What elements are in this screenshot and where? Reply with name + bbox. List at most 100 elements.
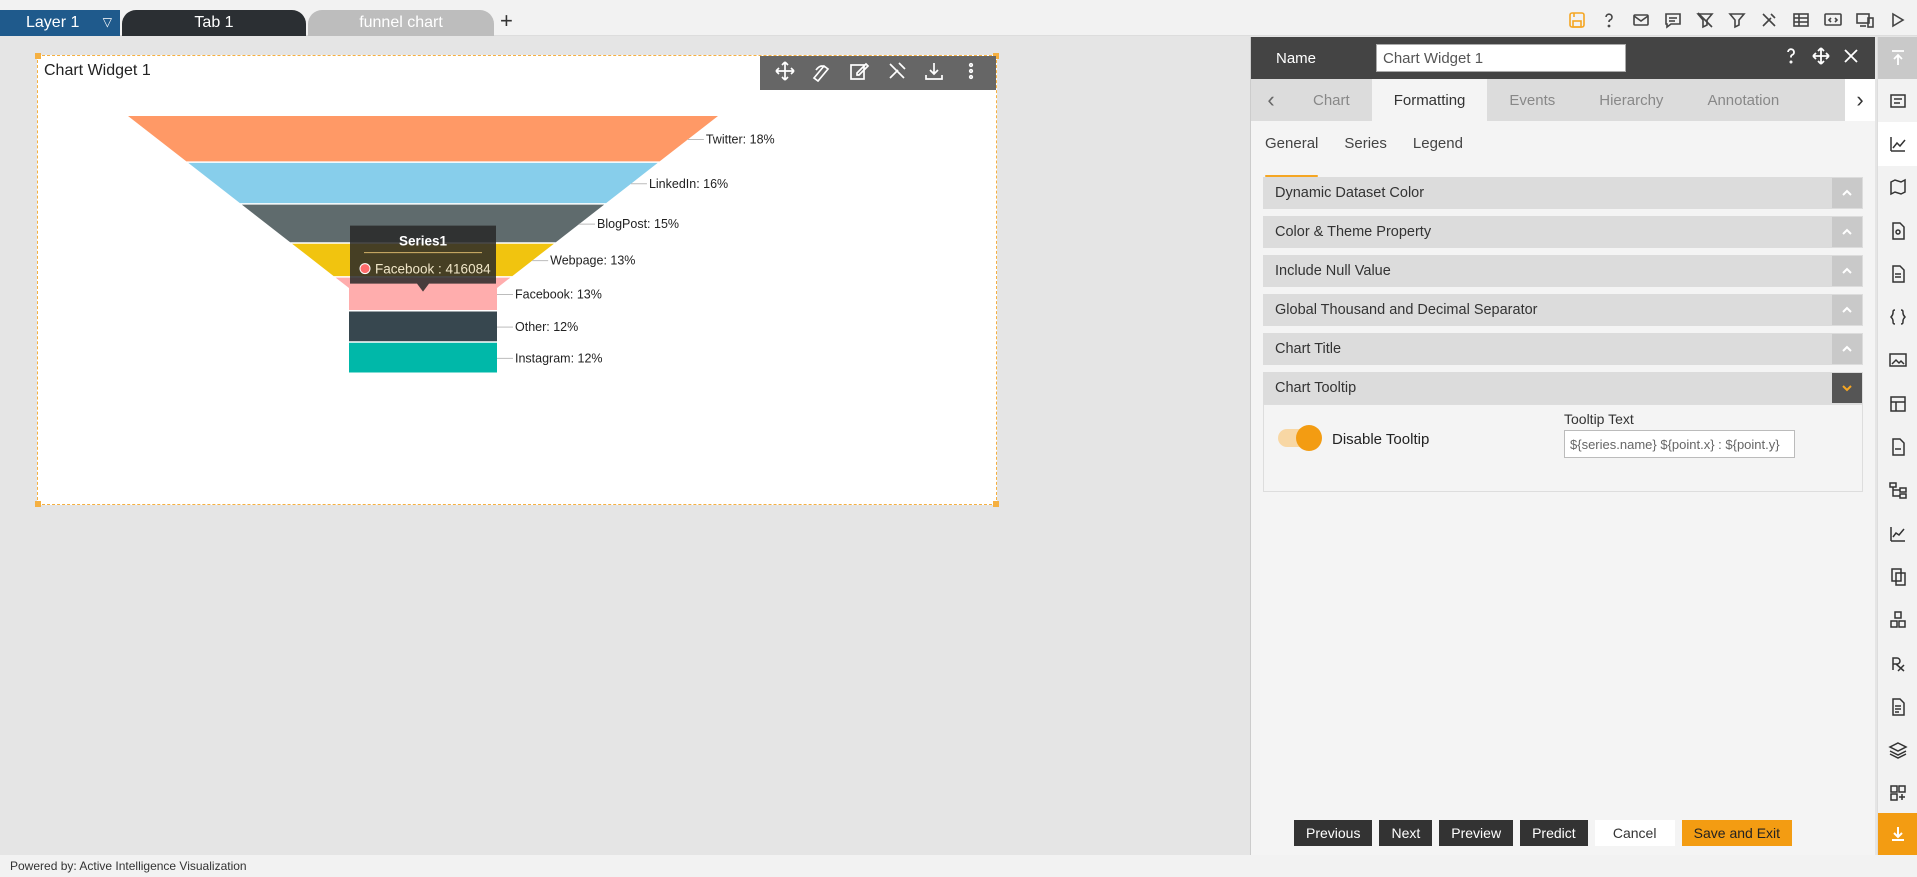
line-chart-icon[interactable]: [1878, 512, 1917, 555]
preview-button[interactable]: Preview: [1439, 820, 1514, 846]
chevron-down-icon[interactable]: [1832, 373, 1862, 403]
embed-icon[interactable]: [1821, 8, 1845, 32]
section-color-theme[interactable]: Color & Theme Property: [1263, 216, 1863, 248]
image-icon[interactable]: [1878, 339, 1917, 382]
copy-document-icon[interactable]: [1878, 555, 1917, 598]
map-icon[interactable]: [1878, 166, 1917, 209]
chevron-left-icon[interactable]: ‹: [1267, 87, 1275, 112]
tooltip-text-input[interactable]: ${series.name} ${point.x} : ${point.y}: [1564, 430, 1795, 458]
section-chart-tooltip[interactable]: Chart Tooltip: [1263, 372, 1863, 404]
toggle-label: Disable Tooltip: [1332, 431, 1430, 448]
collapse-top-icon[interactable]: [1878, 37, 1917, 79]
funnel-segment-twitter[interactable]: [128, 116, 718, 162]
funnel-segment-other[interactable]: [349, 311, 497, 342]
download-panel-icon[interactable]: [1878, 813, 1917, 855]
subtab-legend[interactable]: Legend: [1412, 135, 1463, 152]
layers-icon[interactable]: [1878, 728, 1917, 771]
help-icon[interactable]: [1597, 8, 1621, 32]
section-include-null[interactable]: Include Null Value: [1263, 255, 1863, 287]
help-icon[interactable]: [1781, 46, 1801, 71]
tooltip-marker: [359, 263, 371, 275]
data-label: Facebook: 13%: [515, 288, 602, 302]
widgets-icon[interactable]: [1878, 772, 1917, 815]
dashboard-canvas: Chart Widget 1 Twitter: 18% LinkedIn: 16%…: [0, 37, 1248, 853]
tab-1[interactable]: Tab 1: [122, 10, 306, 36]
hierarchy-icon[interactable]: [1878, 469, 1917, 512]
save-and-exit-button[interactable]: Save and Exit: [1681, 820, 1793, 846]
next-button[interactable]: Next: [1379, 820, 1433, 846]
section-chart-title[interactable]: Chart Title: [1263, 333, 1863, 365]
funnel-segment-blogpost[interactable]: [241, 204, 605, 243]
previous-button[interactable]: Previous: [1294, 820, 1373, 846]
chevron-up-icon[interactable]: [1832, 217, 1862, 247]
chevron-up-icon[interactable]: [1832, 334, 1862, 364]
document-icon[interactable]: [1878, 252, 1917, 295]
section-label: Chart Title: [1275, 341, 1342, 357]
chevron-down-icon[interactable]: ▽: [102, 15, 112, 29]
save-icon[interactable]: [1565, 8, 1589, 32]
section-dynamic-dataset-color[interactable]: Dynamic Dataset Color: [1263, 177, 1863, 209]
data-label: Other: 12%: [515, 320, 578, 334]
tab-annotation[interactable]: Annotation: [1707, 91, 1780, 109]
clear-filter-icon[interactable]: [1693, 8, 1717, 32]
funnel-segment-facebook[interactable]: [335, 277, 511, 310]
add-tab-button[interactable]: +: [500, 8, 513, 33]
filter-icon[interactable]: [1725, 8, 1749, 32]
layer-label: Layer 1: [26, 14, 80, 31]
resize-handle[interactable]: [993, 501, 999, 507]
section-label: Global Thousand and Decimal Separator: [1275, 302, 1538, 318]
chevron-right-icon[interactable]: ›: [1845, 79, 1875, 121]
chevron-up-icon[interactable]: [1832, 256, 1862, 286]
chart-settings-icon[interactable]: [1878, 122, 1917, 166]
move-icon[interactable]: [1811, 46, 1831, 71]
tab-funnel-chart[interactable]: funnel chart: [308, 10, 494, 36]
data-label: BlogPost: 15%: [597, 217, 679, 231]
tooltip-text-label: Tooltip Text: [1564, 411, 1634, 427]
tools-icon[interactable]: [1757, 8, 1781, 32]
pdf-icon[interactable]: [1878, 425, 1917, 468]
subtab-series[interactable]: Series: [1344, 135, 1387, 152]
panel-tabs: ‹ Chart Formatting Events Hierarchy Anno…: [1251, 79, 1875, 121]
disable-tooltip-toggle[interactable]: [1278, 425, 1322, 451]
tab-label: Tab 1: [194, 14, 234, 31]
draw-icon[interactable]: [811, 60, 833, 87]
chevron-up-icon[interactable]: [1832, 295, 1862, 325]
tab-chart[interactable]: Chart: [1313, 91, 1350, 109]
comment-icon[interactable]: [1661, 8, 1685, 32]
cancel-button[interactable]: Cancel: [1594, 820, 1675, 846]
subtab-general[interactable]: General: [1265, 135, 1319, 177]
document-settings-icon[interactable]: [1878, 209, 1917, 252]
properties-icon[interactable]: [1878, 79, 1917, 122]
resize-handle[interactable]: [35, 501, 41, 507]
funnel-segment-linkedin[interactable]: [188, 162, 658, 204]
tab-hierarchy[interactable]: Hierarchy: [1599, 91, 1664, 109]
chevron-up-icon[interactable]: [1832, 178, 1862, 208]
move-icon[interactable]: [774, 60, 796, 87]
table-icon[interactable]: [1789, 8, 1813, 32]
play-icon[interactable]: [1885, 8, 1909, 32]
devices-icon[interactable]: [1853, 8, 1877, 32]
resize-handle[interactable]: [35, 53, 41, 59]
more-icon[interactable]: [960, 60, 982, 87]
accordion: Dynamic Dataset Color Color & Theme Prop…: [1263, 177, 1863, 492]
code-braces-icon[interactable]: [1878, 295, 1917, 338]
download-icon[interactable]: [923, 60, 945, 87]
tab-formatting[interactable]: Formatting: [1371, 79, 1488, 121]
layer-selector[interactable]: Layer 1 ▽: [0, 10, 120, 36]
close-icon[interactable]: [1841, 46, 1861, 71]
edit-icon[interactable]: [848, 60, 870, 87]
tools-icon[interactable]: [886, 60, 908, 87]
tab-events[interactable]: Events: [1509, 91, 1556, 109]
resize-handle[interactable]: [993, 53, 999, 59]
mail-icon[interactable]: [1629, 8, 1653, 32]
chart-widget[interactable]: Chart Widget 1 Twitter: 18% LinkedIn: 16%…: [35, 53, 999, 507]
section-separator[interactable]: Global Thousand and Decimal Separator: [1263, 294, 1863, 326]
widget-name-input[interactable]: [1376, 44, 1626, 72]
rx-icon[interactable]: [1878, 642, 1917, 685]
layout-icon[interactable]: [1878, 382, 1917, 425]
cubes-icon[interactable]: [1878, 599, 1917, 642]
predict-button[interactable]: Predict: [1520, 820, 1588, 846]
report-icon[interactable]: [1878, 685, 1917, 728]
funnel-segment-instagram[interactable]: [349, 342, 497, 373]
tooltip-section-body: Disable Tooltip Tooltip Text ${series.na…: [1263, 404, 1863, 492]
